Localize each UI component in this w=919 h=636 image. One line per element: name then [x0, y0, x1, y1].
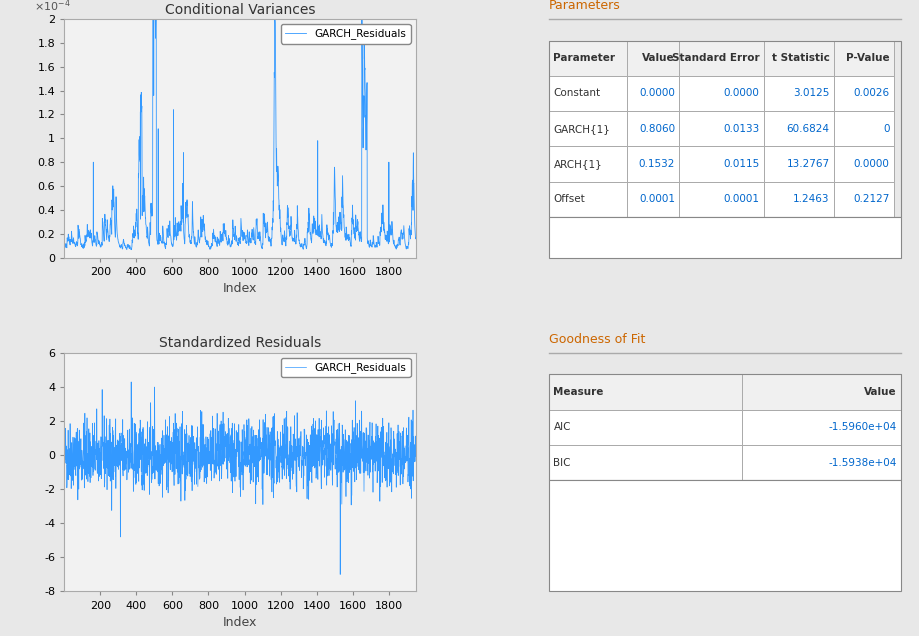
FancyBboxPatch shape: [834, 111, 893, 146]
FancyBboxPatch shape: [764, 76, 834, 111]
FancyBboxPatch shape: [627, 146, 679, 182]
Legend: GARCH_Residuals: GARCH_Residuals: [281, 24, 411, 43]
Text: 3.0125: 3.0125: [793, 88, 830, 99]
GARCH_Residuals: [150, 15, 161, 23]
Text: Standard Error: Standard Error: [672, 53, 759, 63]
FancyBboxPatch shape: [834, 76, 893, 111]
Text: Parameters: Parameters: [550, 0, 621, 12]
Title: Conditional Variances: Conditional Variances: [165, 3, 315, 17]
FancyBboxPatch shape: [764, 182, 834, 217]
FancyBboxPatch shape: [834, 41, 893, 76]
Text: GARCH{1}: GARCH{1}: [553, 124, 610, 134]
Title: Standardized Residuals: Standardized Residuals: [159, 336, 321, 350]
GARCH_Residuals: [126, 378, 137, 386]
FancyBboxPatch shape: [764, 111, 834, 146]
Text: 0.0001: 0.0001: [639, 195, 675, 204]
GARCH_Residuals: [130, 217, 142, 225]
Text: Value: Value: [642, 53, 675, 63]
Text: t Statistic: t Statistic: [772, 53, 830, 63]
FancyBboxPatch shape: [627, 182, 679, 217]
Text: 0.8060: 0.8060: [639, 124, 675, 134]
FancyBboxPatch shape: [550, 182, 627, 217]
GARCH_Residuals: [396, 457, 407, 464]
GARCH_Residuals: [82, 221, 93, 228]
FancyBboxPatch shape: [550, 41, 627, 76]
Text: Goodness of Fit: Goodness of Fit: [550, 333, 646, 346]
FancyBboxPatch shape: [679, 41, 764, 76]
FancyBboxPatch shape: [627, 111, 679, 146]
Text: 60.6824: 60.6824: [787, 124, 830, 134]
Text: 13.2767: 13.2767: [787, 159, 830, 169]
Text: Constant: Constant: [553, 88, 601, 99]
FancyBboxPatch shape: [679, 146, 764, 182]
GARCH_Residuals: [335, 570, 346, 578]
FancyBboxPatch shape: [764, 146, 834, 182]
GARCH_Residuals: [130, 431, 142, 438]
Text: 0.0001: 0.0001: [723, 195, 759, 204]
FancyBboxPatch shape: [743, 410, 901, 445]
GARCH_Residuals: [82, 461, 93, 469]
X-axis label: Index: Index: [222, 282, 257, 295]
Text: AIC: AIC: [553, 422, 571, 432]
Text: 0.1532: 0.1532: [639, 159, 675, 169]
Text: 0.2127: 0.2127: [853, 195, 890, 204]
Text: P-Value: P-Value: [845, 53, 890, 63]
Text: Value: Value: [864, 387, 896, 397]
GARCH_Residuals: [396, 232, 407, 240]
GARCH_Residuals: [410, 234, 421, 242]
Text: 0.0000: 0.0000: [639, 88, 675, 99]
Text: BIC: BIC: [553, 458, 571, 467]
FancyBboxPatch shape: [550, 217, 901, 258]
FancyBboxPatch shape: [550, 480, 901, 591]
FancyBboxPatch shape: [550, 111, 627, 146]
FancyBboxPatch shape: [550, 445, 743, 480]
Line: GARCH_Residuals: GARCH_Residuals: [64, 382, 415, 574]
GARCH_Residuals: [363, 238, 374, 246]
Text: ARCH{1}: ARCH{1}: [553, 159, 602, 169]
Text: 0.0000: 0.0000: [723, 88, 759, 99]
FancyBboxPatch shape: [679, 182, 764, 217]
FancyBboxPatch shape: [550, 375, 743, 410]
Legend: GARCH_Residuals: GARCH_Residuals: [281, 358, 411, 377]
GARCH_Residuals: [59, 242, 70, 249]
GARCH_Residuals: [284, 451, 295, 459]
Text: 0.0000: 0.0000: [854, 159, 890, 169]
FancyBboxPatch shape: [743, 375, 901, 410]
FancyBboxPatch shape: [550, 146, 627, 182]
FancyBboxPatch shape: [550, 410, 743, 445]
Text: -1.5938e+04: -1.5938e+04: [828, 458, 896, 467]
Text: 0.0133: 0.0133: [723, 124, 759, 134]
FancyBboxPatch shape: [679, 76, 764, 111]
GARCH_Residuals: [150, 460, 161, 467]
Text: Offset: Offset: [553, 195, 585, 204]
GARCH_Residuals: [59, 443, 70, 450]
Text: Parameter: Parameter: [553, 53, 616, 63]
FancyBboxPatch shape: [627, 76, 679, 111]
Text: -1.5960e+04: -1.5960e+04: [828, 422, 896, 432]
FancyBboxPatch shape: [743, 445, 901, 480]
FancyBboxPatch shape: [550, 76, 627, 111]
FancyBboxPatch shape: [627, 41, 679, 76]
Text: Measure: Measure: [553, 387, 604, 397]
X-axis label: Index: Index: [222, 616, 257, 629]
Text: 0: 0: [883, 124, 890, 134]
FancyBboxPatch shape: [834, 146, 893, 182]
Text: 1.2463: 1.2463: [793, 195, 830, 204]
FancyBboxPatch shape: [679, 111, 764, 146]
GARCH_Residuals: [126, 246, 137, 254]
Text: 0.0115: 0.0115: [723, 159, 759, 169]
GARCH_Residuals: [284, 228, 295, 235]
GARCH_Residuals: [410, 452, 421, 460]
GARCH_Residuals: [363, 431, 374, 439]
Text: $\times10^{-4}$: $\times10^{-4}$: [35, 0, 71, 15]
FancyBboxPatch shape: [764, 41, 834, 76]
Line: GARCH_Residuals: GARCH_Residuals: [64, 19, 415, 250]
FancyBboxPatch shape: [834, 182, 893, 217]
Text: 0.0026: 0.0026: [853, 88, 890, 99]
GARCH_Residuals: [147, 15, 158, 23]
